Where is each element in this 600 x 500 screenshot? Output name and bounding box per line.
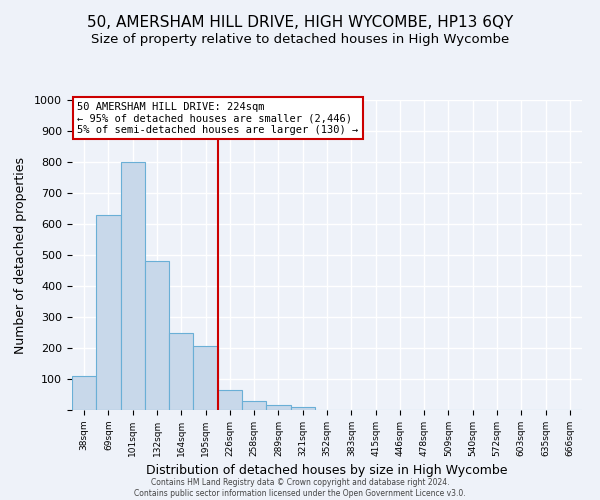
Bar [145, 261, 169, 410]
Bar [72, 376, 96, 410]
Bar [266, 404, 290, 410]
Text: 50 AMERSHAM HILL DRIVE: 224sqm
← 95% of detached houses are smaller (2,446)
5% o: 50 AMERSHAM HILL DRIVE: 224sqm ← 95% of … [77, 102, 358, 134]
Text: 50, AMERSHAM HILL DRIVE, HIGH WYCOMBE, HP13 6QY: 50, AMERSHAM HILL DRIVE, HIGH WYCOMBE, H… [87, 15, 513, 30]
Bar [193, 346, 218, 410]
Bar [218, 390, 242, 410]
Bar [169, 332, 193, 410]
Y-axis label: Number of detached properties: Number of detached properties [14, 156, 28, 354]
Text: Size of property relative to detached houses in High Wycombe: Size of property relative to detached ho… [91, 32, 509, 46]
Bar [290, 407, 315, 410]
Bar [121, 162, 145, 410]
Bar [96, 214, 121, 410]
Text: Contains HM Land Registry data © Crown copyright and database right 2024.
Contai: Contains HM Land Registry data © Crown c… [134, 478, 466, 498]
Bar [242, 402, 266, 410]
X-axis label: Distribution of detached houses by size in High Wycombe: Distribution of detached houses by size … [146, 464, 508, 477]
